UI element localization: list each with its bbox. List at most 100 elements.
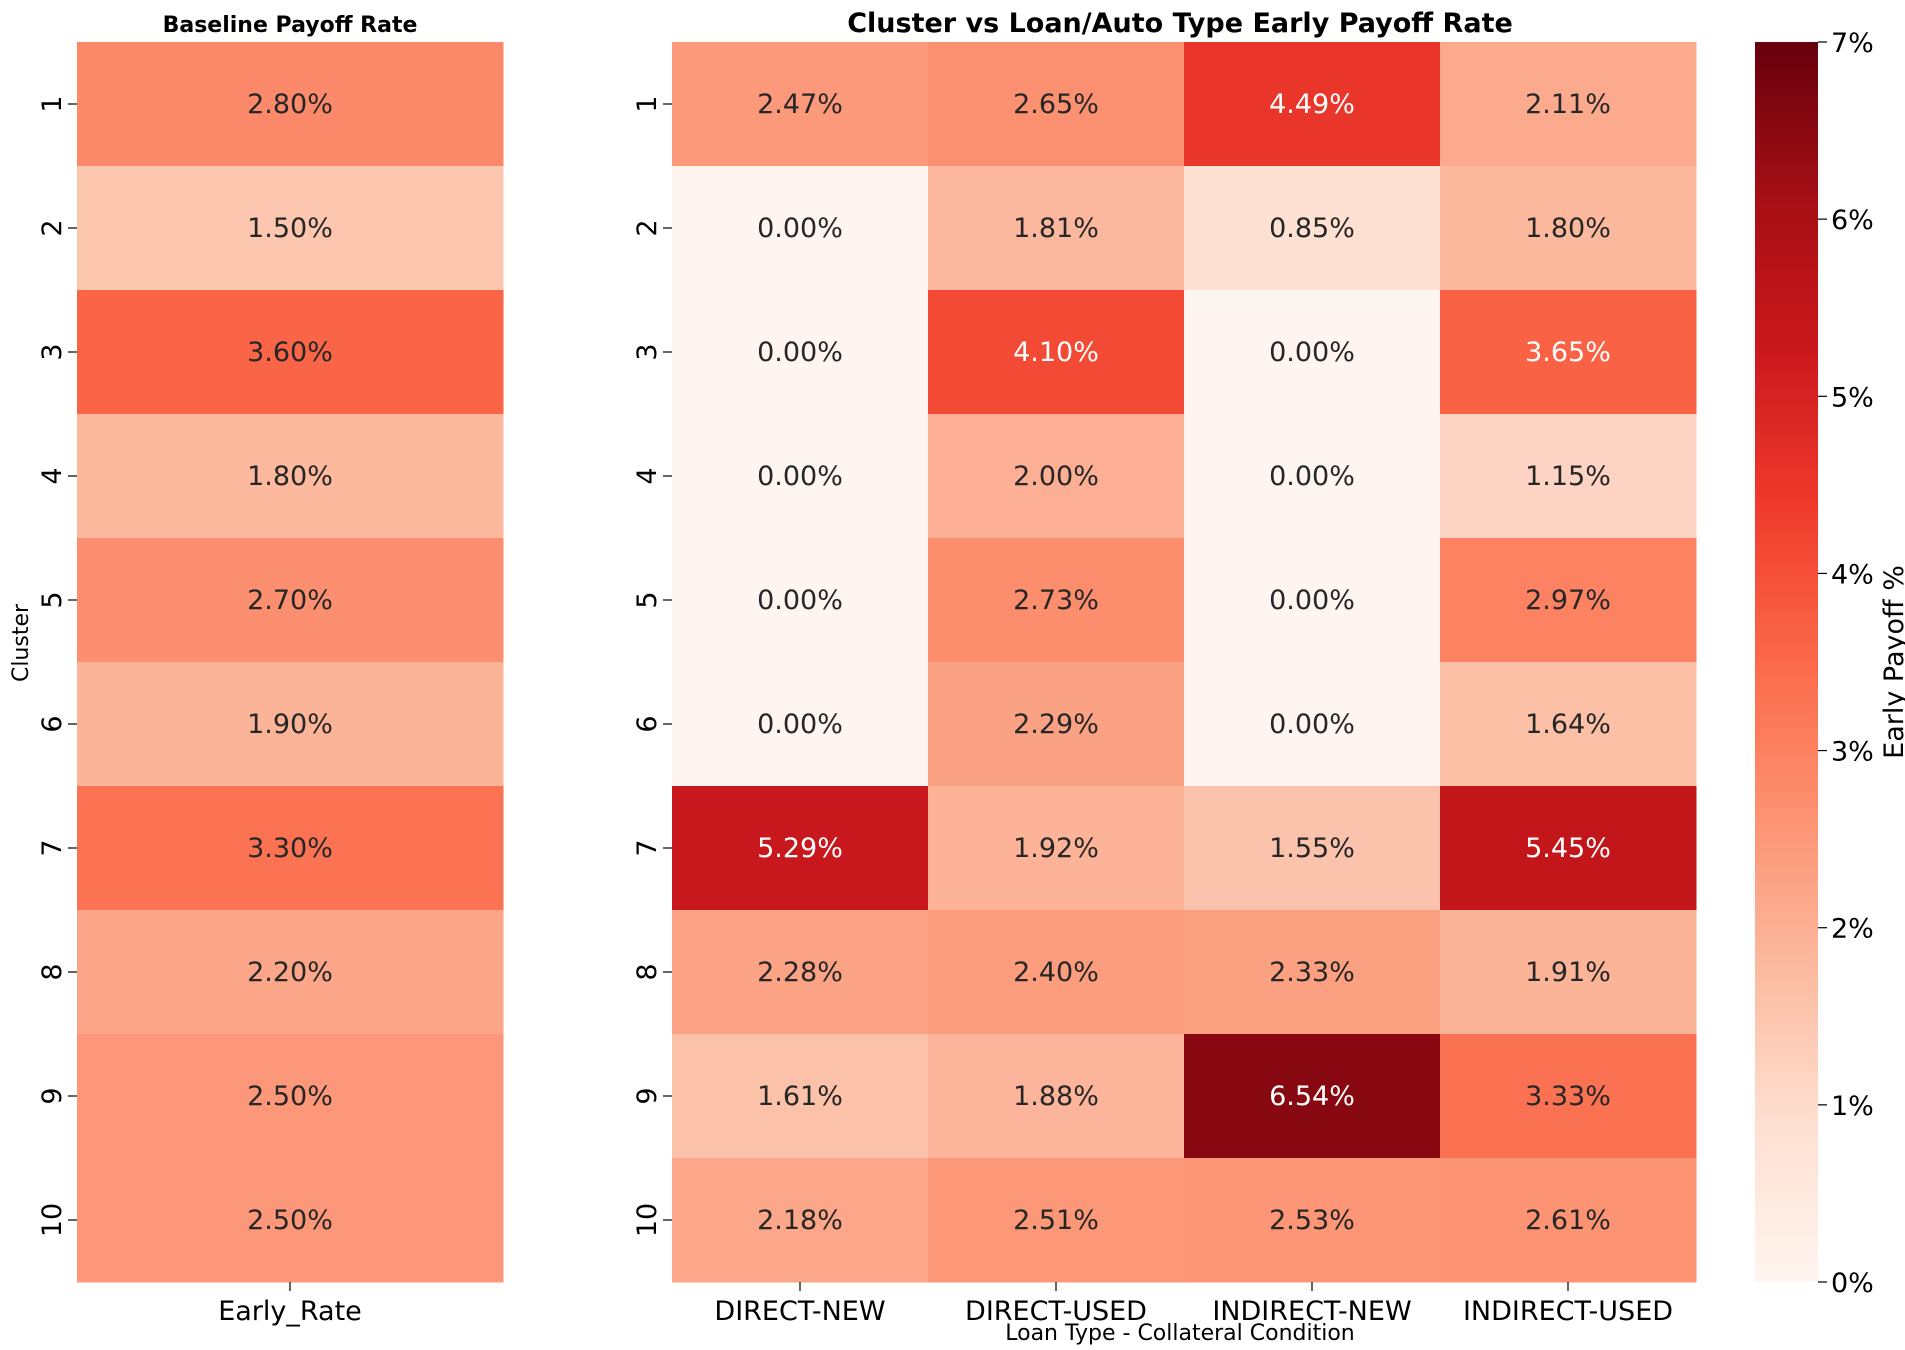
heatmap-cell [1184,290,1441,415]
y-tick-label: 5 [632,591,663,608]
heatmap-cell [672,290,929,415]
colorbar-tick-label: 2% [1831,914,1874,945]
heatmap-cell [928,166,1185,291]
cell-value-label: 0.00% [1269,709,1355,740]
cell-value-label: 1.81% [1013,213,1099,244]
colorbar-gradient [1755,42,1818,1282]
y-tick-label: 7 [632,839,663,856]
cell-value-label: 1.91% [1525,957,1611,988]
heatmap-cell [1184,1034,1441,1159]
heatmap-cell [1440,786,1697,911]
cell-value-label: 2.70% [247,585,333,616]
colorbar-tick-label: 7% [1831,28,1874,59]
cluster-loan-y-ticks: 1 2 3 4 5 6 7 8 9 10 [632,95,672,1237]
heatmap-cell [928,414,1185,539]
cell-value-label: 4.10% [1013,337,1099,368]
heatmap-cell [77,1158,504,1283]
cluster-loan-title: Cluster vs Loan/Auto Type Early Payoff R… [847,8,1513,39]
cell-value-label: 0.00% [757,709,843,740]
colorbar: 0% 1% 2% 3% 4% 5% 6% 7% Early Payoff % [1755,28,1905,1299]
colorbar-ticks: 0% 1% 2% 3% 4% 5% 6% 7% [1818,28,1874,1299]
cell-value-label: 3.65% [1525,337,1611,368]
cluster-loan-cells: 2.47% 2.65% 4.49% 2.11% 0.00% 1.81% 0.85% 1.80%… [672,42,1697,1283]
colorbar-label: Early Payoff % [1879,565,1905,759]
baseline-y-ticks: 1 2 3 4 5 6 7 8 9 10 [37,95,77,1237]
heatmap-cell [1184,42,1441,167]
heatmap-cell [928,290,1185,415]
heatmap-cell [1440,42,1697,167]
heatmap-cell [1184,786,1441,911]
colorbar-tick-label: 0% [1831,1268,1874,1299]
cell-value-label: 2.53% [1269,1205,1355,1236]
y-tick-label: 3 [632,343,663,360]
cell-value-label: 0.00% [757,585,843,616]
y-tick-label: 10 [37,1203,68,1237]
cell-value-label: 0.00% [1269,585,1355,616]
heatmap-cell [77,166,504,291]
heatmap-cell [928,662,1185,787]
heatmap-cell [928,1034,1185,1159]
cell-value-label: 5.45% [1525,833,1611,864]
cell-value-label: 5.29% [757,833,843,864]
y-tick-label: 5 [37,591,68,608]
heatmap-cell [1440,166,1697,291]
cell-value-label: 0.00% [1269,337,1355,368]
x-tick-label: INDIRECT-NEW [1212,1296,1411,1327]
cell-value-label: 2.73% [1013,585,1099,616]
x-tick-label: DIRECT-USED [965,1296,1147,1327]
heatmap-cell [77,786,504,911]
baseline-x-ticks: Early_Rate [218,1282,362,1327]
cell-value-label: 2.97% [1525,585,1611,616]
heatmap-cell [1440,910,1697,1035]
cell-value-label: 2.33% [1269,957,1355,988]
cell-value-label: 2.11% [1525,89,1611,120]
x-tick-label: Early_Rate [218,1296,362,1327]
heatmap-cell [672,1034,929,1159]
heatmap-cell [672,414,929,539]
cell-value-label: 0.00% [757,337,843,368]
heatmap-cell [928,910,1185,1035]
cell-value-label: 2.29% [1013,709,1099,740]
cell-value-label: 1.15% [1525,461,1611,492]
baseline-title: Baseline Payoff Rate [163,13,418,38]
heatmap-cell [672,662,929,787]
x-tick-label: INDIRECT-USED [1463,1296,1673,1327]
y-tick-label: 4 [632,467,663,484]
heatmap-cell [672,166,929,291]
cell-value-label: 3.60% [247,337,333,368]
heatmap-cell [1184,166,1441,291]
cell-value-label: 1.55% [1269,833,1355,864]
heatmap-cell [1440,1034,1697,1159]
heatmap-cell [928,538,1185,663]
heatmap-cell [1184,1158,1441,1283]
cell-value-label: 0.85% [1269,213,1355,244]
heatmap-cell [1440,290,1697,415]
cell-value-label: 1.80% [1525,213,1611,244]
cell-value-label: 2.18% [757,1205,843,1236]
cell-value-label: 2.28% [757,957,843,988]
heatmap-cell [1440,414,1697,539]
baseline-y-axis-label: Cluster [9,603,34,682]
heatmap-cell [1440,1158,1697,1283]
y-tick-label: 9 [37,1087,68,1104]
heatmap-cell [1184,662,1441,787]
cell-value-label: 1.80% [247,461,333,492]
cell-value-label: 4.49% [1269,89,1355,120]
cell-value-label: 2.61% [1525,1205,1611,1236]
cluster-loan-x-ticks: DIRECT-NEW DIRECT-USED INDIRECT-NEW INDIREC… [714,1282,1673,1327]
cell-value-label: 1.50% [247,213,333,244]
cell-value-label: 2.50% [247,1081,333,1112]
heatmap-cell [672,910,929,1035]
x-tick-label: DIRECT-NEW [714,1296,885,1327]
heatmap-cell [1184,414,1441,539]
cell-value-label: 1.61% [757,1081,843,1112]
y-tick-label: 1 [37,95,68,112]
cell-value-label: 2.80% [247,89,333,120]
heatmap-cell [1184,910,1441,1035]
baseline-cells: 2.80% 1.50% 3.60% 1.80% 2.70% 1.90% 3.30% 2.20%… [77,42,504,1283]
cell-value-label: 2.20% [247,957,333,988]
cell-value-label: 0.00% [757,461,843,492]
cell-value-label: 1.90% [247,709,333,740]
cell-value-label: 0.00% [1269,461,1355,492]
